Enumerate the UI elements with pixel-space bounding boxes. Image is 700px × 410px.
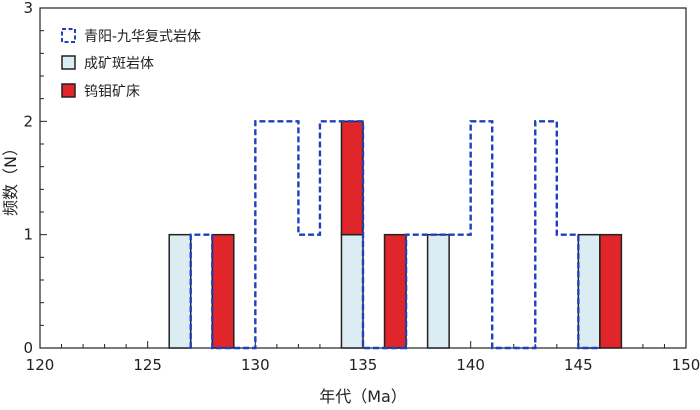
y-tick-label: 2 bbox=[23, 112, 33, 130]
legend: 青阳-九华复式岩体 成矿斑岩体 钨钼矿床 bbox=[61, 28, 201, 100]
bar-porphyry bbox=[340, 233, 364, 349]
y-tick-label: 3 bbox=[23, 0, 33, 17]
bar-deposit bbox=[211, 233, 235, 349]
y-axis-title: 频数（N） bbox=[1, 140, 20, 216]
x-tick-label: 135 bbox=[349, 356, 378, 374]
x-tick-label: 120 bbox=[26, 356, 55, 374]
x-tick-label: 130 bbox=[241, 356, 270, 374]
x-axis-title: 年代（Ma） bbox=[319, 387, 407, 406]
bar-porphyry bbox=[168, 233, 192, 349]
x-tick-label: 145 bbox=[564, 356, 593, 374]
legend-label-deposit: 钨钼矿床 bbox=[84, 84, 140, 100]
legend-swatch-porphyry bbox=[61, 55, 76, 70]
legend-label-complex: 青阳-九华复式岩体 bbox=[84, 28, 201, 45]
legend-swatch-deposit bbox=[61, 83, 76, 98]
bar-porphyry bbox=[426, 233, 450, 349]
legend-label-porphyry: 成矿斑岩体 bbox=[84, 56, 154, 72]
bar-deposit bbox=[599, 233, 623, 349]
x-tick-label: 150 bbox=[672, 356, 700, 374]
legend-swatch-complex bbox=[61, 28, 76, 43]
y-tick-label: 0 bbox=[23, 339, 33, 357]
y-tick-label: 1 bbox=[23, 226, 33, 244]
bar-porphyry bbox=[577, 233, 601, 349]
bar-deposit bbox=[383, 233, 407, 349]
x-tick-label: 125 bbox=[133, 356, 162, 374]
x-tick-label: 140 bbox=[456, 356, 485, 374]
step-outline-complex bbox=[189, 120, 600, 350]
bars-layer bbox=[168, 120, 623, 349]
tick-labels: 120 125 130 135 140 145 150 0 1 2 3 bbox=[23, 0, 700, 374]
step-outline-layer bbox=[189, 120, 600, 350]
bar-deposit bbox=[340, 120, 364, 236]
